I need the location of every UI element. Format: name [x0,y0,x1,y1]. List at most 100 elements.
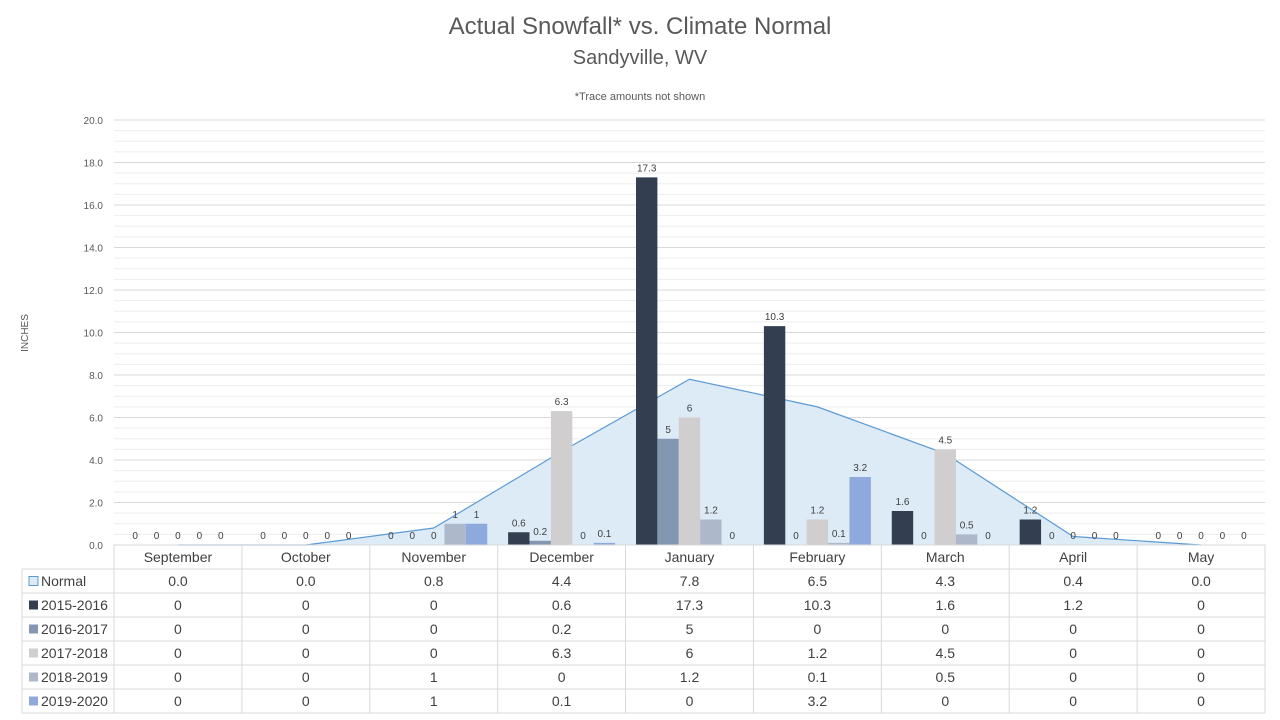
data-labels: 0 0 0 0.6 17.3 10.3 1.6 1.2 0 0 0 0 0.2 5 0 0 0 0 0 0 0 6.3 6 1… [132,163,1247,542]
category-label: January [665,549,715,565]
data-label: 1 [452,510,458,521]
table-cell: 0.0 [296,573,316,589]
legend-label: 2017-2018 [41,645,108,661]
data-label: 0 [1049,531,1055,542]
normal-area-line [177,378,1202,546]
data-label: 6 [687,404,693,415]
y-tick-label: 18.0 [84,159,104,170]
table-cell: 0 [941,693,949,709]
table-cell: 0.1 [808,669,828,685]
bar-2015-2016 [891,511,914,545]
data-label: 0 [580,531,586,542]
table-cell: 0 [686,693,694,709]
table-cell: 0 [430,621,438,637]
category-label: March [926,549,965,565]
data-label: 0 [388,531,394,542]
data-label: 0 [921,531,927,542]
legend-swatch [29,696,38,706]
data-label: 0 [730,531,736,542]
data-label: 3.2 [853,463,867,474]
table-cell: 6.5 [808,573,828,589]
bar-2019-2020 [849,477,871,545]
table-cell: 3.2 [808,693,828,709]
data-label: 0 [175,531,181,542]
legend-label: 2015-2016 [41,597,108,613]
legend-swatch [29,648,38,658]
data-label: 10.3 [765,312,785,323]
table-cell: 1.6 [936,597,956,613]
table-cell: 0 [813,621,821,637]
legend-swatch [29,624,38,634]
bar-2018-2019 [828,542,850,545]
table-cell: 4.4 [552,573,572,589]
y-axis-ticks: 0.0 2.0 4.0 6.0 8.0 10.0 12.0 14.0 16.0 18.0 20.0 [84,116,104,552]
data-label: 0 [1177,531,1183,542]
bar-2016-2017 [529,540,551,545]
y-tick-label: 0.0 [89,541,103,552]
table-cell: 0 [1197,669,1205,685]
table-cell: 0.5 [936,669,956,685]
table-cell: 0 [174,669,182,685]
data-label: 0 [1092,531,1098,542]
table-cell: 1.2 [1063,597,1083,613]
data-label: 0 [410,531,416,542]
legend-swatch [28,576,39,586]
table-cell: 0 [174,597,182,613]
table-cell: 0 [302,693,310,709]
table-cell: 0 [941,621,949,637]
data-label: 0 [1070,531,1076,542]
chart-note: *Trace amounts not shown [575,91,705,103]
bar-2018-2019 [444,523,466,545]
data-label: 0.5 [960,520,974,531]
table-cell: 17.3 [676,597,703,613]
category-label: April [1059,549,1087,565]
y-tick-label: 20.0 [84,116,104,127]
category-label: December [529,549,594,565]
bar-2017-2018 [550,411,573,545]
table-cell: 0.1 [552,693,572,709]
data-label: 0 [793,531,799,542]
data-label: 1 [474,510,480,521]
table-cell: 0 [1069,645,1077,661]
category-label: February [789,549,845,565]
table-cell: 1.2 [808,645,828,661]
data-label: 17.3 [637,163,657,174]
category-label: May [1188,549,1214,565]
y-tick-label: 14.0 [84,244,104,255]
bar-2017-2018 [678,417,701,545]
data-label: 1.2 [1023,506,1037,517]
bar-2015-2016 [1019,519,1042,545]
data-label: 0 [303,531,309,542]
category-label: September [144,549,213,565]
table-cell: 7.8 [680,573,700,589]
category-label: November [401,549,466,565]
data-label: 0 [1155,531,1161,542]
table-cell: 0 [430,645,438,661]
data-label: 0 [260,531,266,542]
table-cell: 0 [1197,693,1205,709]
data-label: 0 [1198,531,1204,542]
y-tick-label: 12.0 [84,286,104,297]
table-cell: 0 [302,597,310,613]
data-label: 6.3 [555,397,569,408]
data-label: 0.6 [512,518,526,529]
data-label: 0.1 [597,529,611,540]
legend-label: 2016-2017 [41,621,108,637]
data-label: 0 [218,531,224,542]
data-label: 0 [197,531,203,542]
data-label: 0 [324,531,330,542]
data-label: 0 [1220,531,1226,542]
data-label: 1.2 [810,506,824,517]
table-cell: 1 [430,669,438,685]
data-label: 1.6 [896,497,910,508]
data-label: 0.2 [533,527,547,538]
legend-label: 2019-2020 [41,693,108,709]
data-label: 0 [1113,531,1119,542]
legend-swatch [29,672,38,682]
y-tick-label: 6.0 [89,414,103,425]
bar-2019-2020 [465,523,488,545]
table-cell: 6.3 [552,645,572,661]
table-cell: 0 [1197,597,1205,613]
data-label: 4.5 [938,435,952,446]
